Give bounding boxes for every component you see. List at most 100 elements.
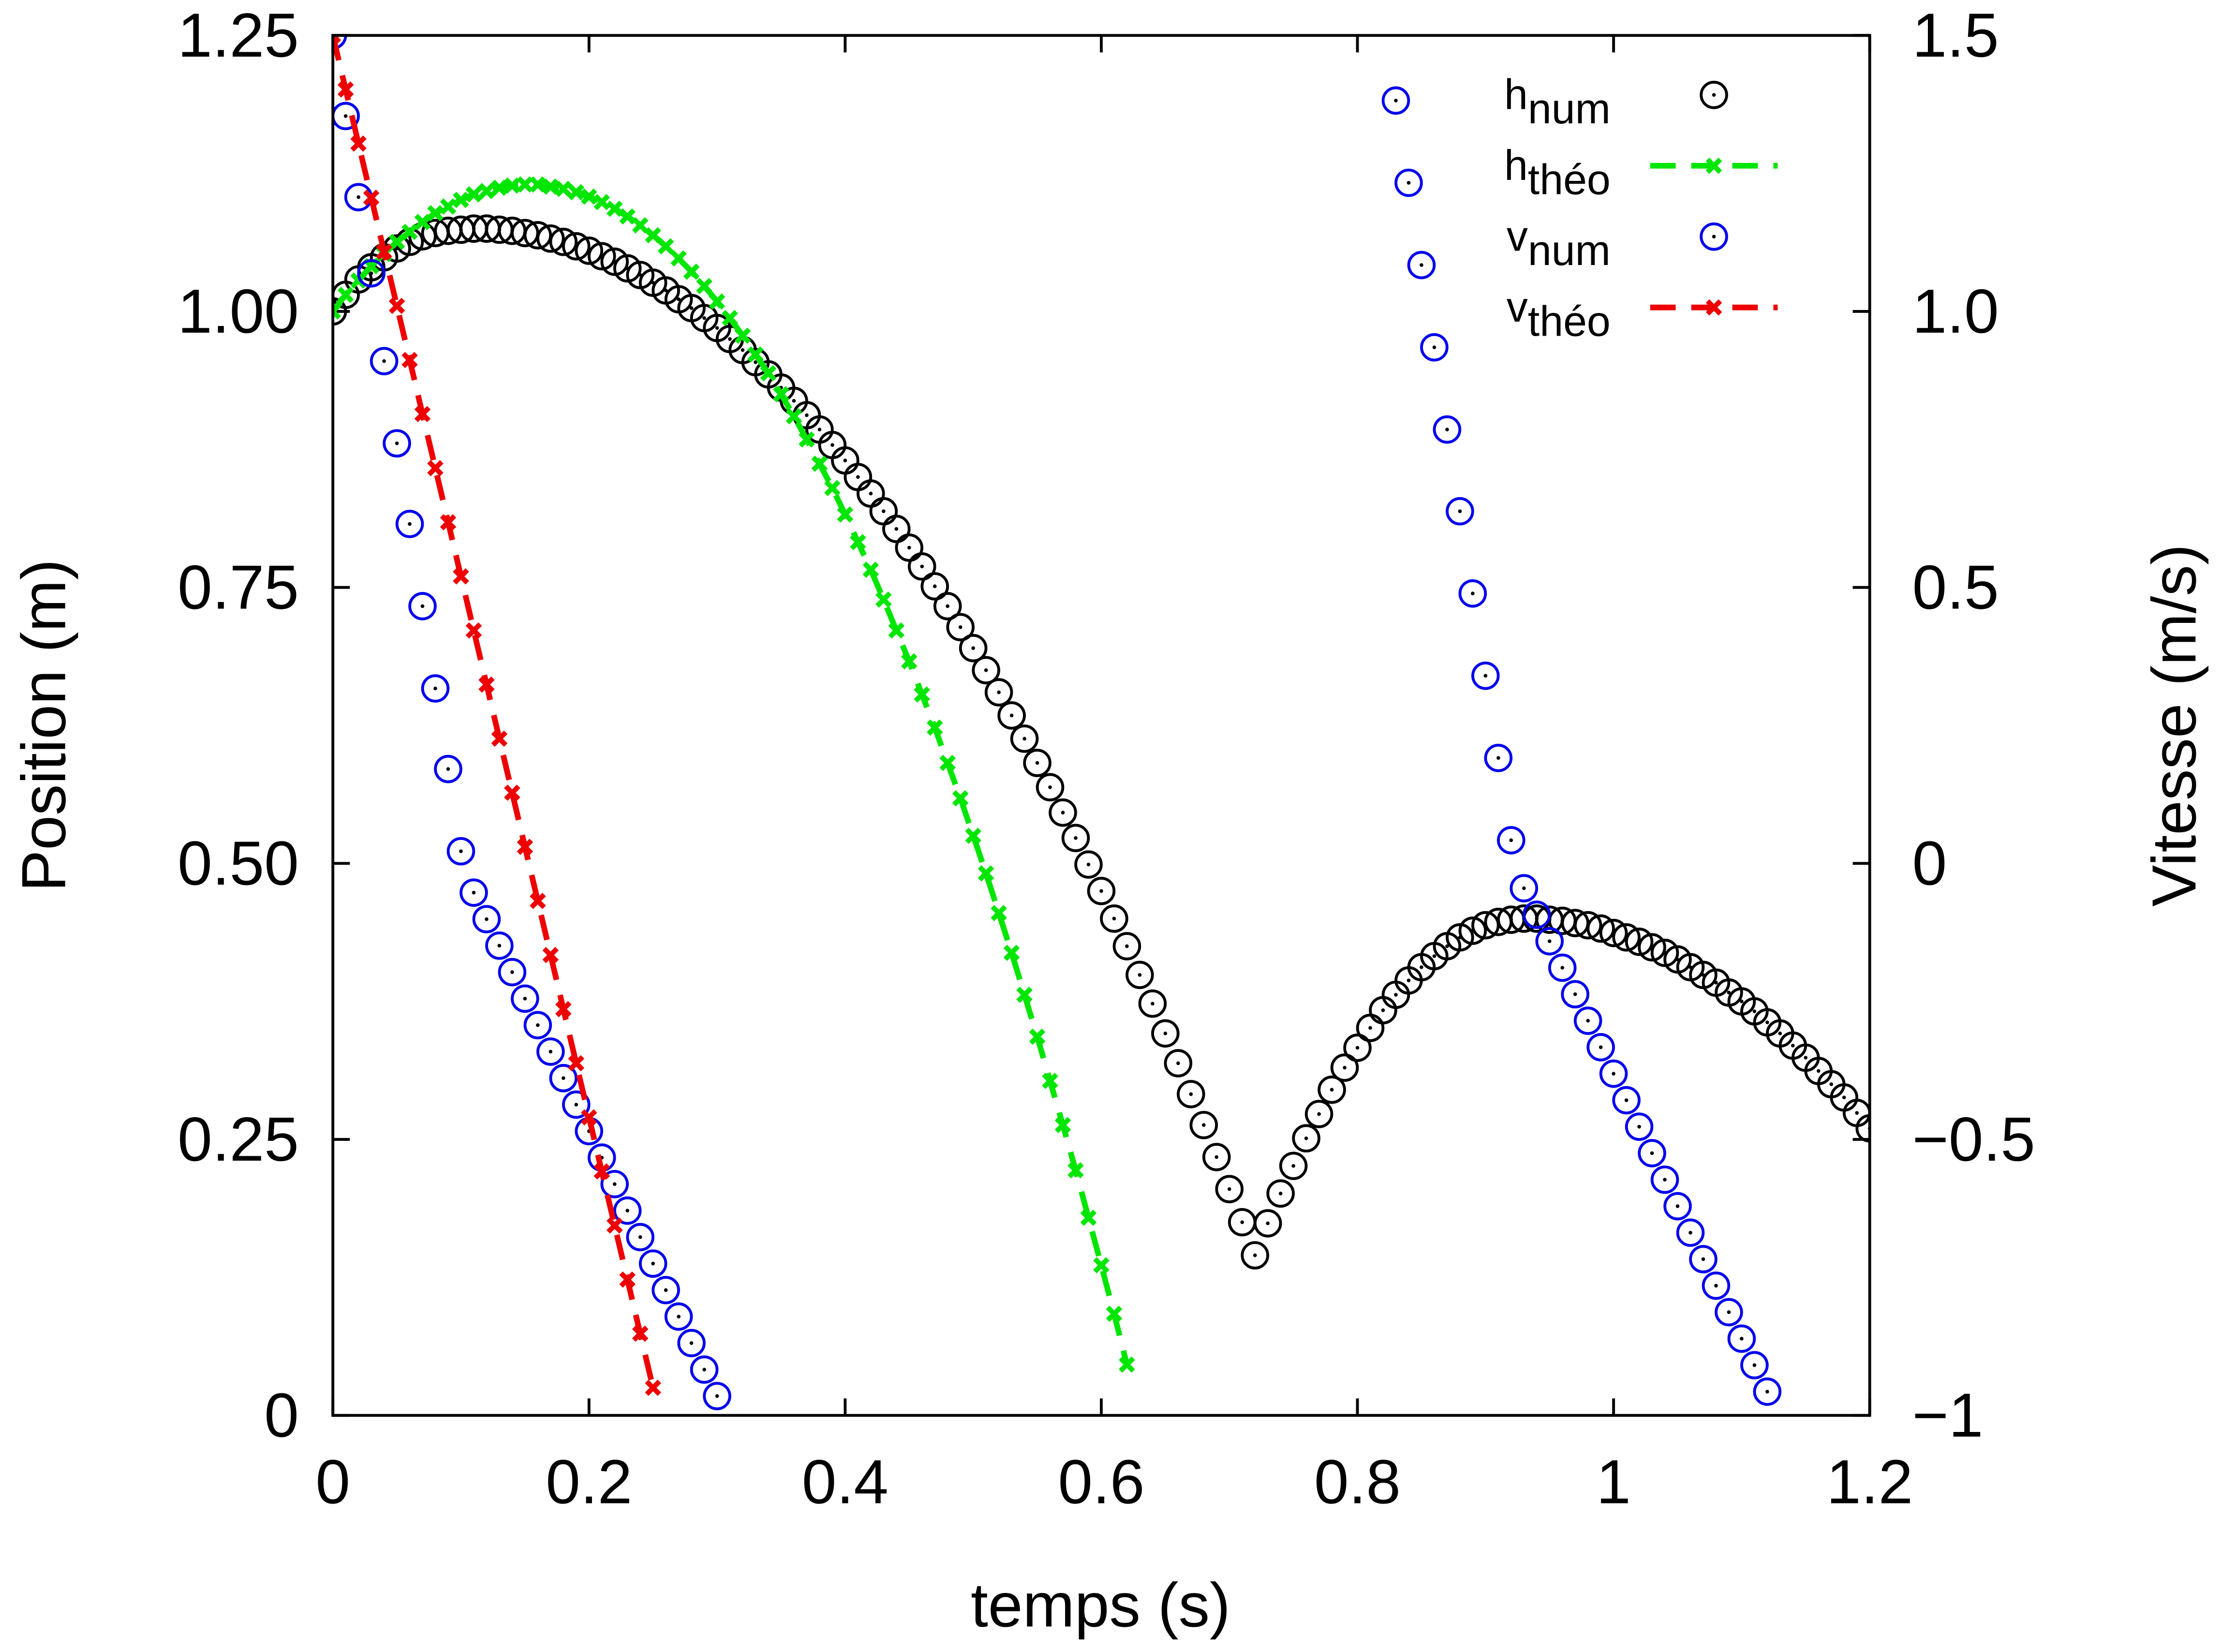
marker-dot: [1535, 913, 1539, 917]
legend-name: v: [1507, 212, 1528, 260]
marker-dot: [997, 690, 1001, 694]
marker-dot: [830, 443, 834, 447]
marker-dot: [1176, 1061, 1180, 1065]
cross-marker: [401, 352, 418, 369]
cross-marker: [337, 286, 354, 303]
marker-dot: [1253, 1253, 1257, 1257]
y-tick-label: 0: [264, 1381, 299, 1450]
marker-dot: [882, 509, 886, 513]
marker-dot: [1560, 966, 1565, 970]
circle-marker: [1074, 850, 1103, 879]
y2-tick-label: 0.5: [1912, 553, 1999, 622]
marker-dot: [843, 458, 847, 462]
marker-dot: [1599, 1045, 1603, 1049]
circle-marker: [1700, 222, 1728, 251]
marker-dot: [1624, 1098, 1629, 1102]
x-tick-label: 0.4: [802, 1447, 888, 1517]
marker-dot: [1650, 1151, 1654, 1155]
marker-dot: [1330, 1088, 1334, 1092]
cross-marker: [632, 217, 649, 234]
marker-dot: [1407, 978, 1411, 983]
cross-marker: [696, 278, 712, 295]
marker-dot: [1740, 1337, 1744, 1341]
circle-marker: [959, 634, 988, 663]
circle-marker: [498, 958, 527, 987]
circle-marker: [1586, 914, 1615, 943]
marker-dot: [510, 970, 514, 974]
circle-marker: [1650, 1165, 1679, 1194]
cross-marker: [1705, 157, 1722, 174]
marker-dot: [971, 646, 975, 650]
circle-marker: [1036, 773, 1065, 802]
cross-marker: [1054, 1117, 1071, 1134]
marker-dot: [1842, 1095, 1846, 1100]
cross-marker: [824, 480, 841, 496]
circle-marker: [1702, 1271, 1731, 1300]
circle-marker: [1625, 1112, 1654, 1141]
marker-dot: [792, 399, 796, 403]
marker-dot: [677, 1314, 681, 1319]
cross-marker: [785, 408, 802, 425]
y2-tick-label: −1: [1912, 1381, 1984, 1450]
y2-tick-label: 0: [1912, 828, 1947, 898]
marker-dot: [1420, 965, 1423, 969]
cross-marker: [734, 327, 751, 344]
marker-dot: [1048, 785, 1052, 789]
x-tick-label: 0.6: [1058, 1447, 1144, 1517]
cross-marker: [1119, 1356, 1135, 1373]
circle-marker: [1138, 989, 1167, 1018]
cross-marker: [555, 180, 572, 197]
marker-dot: [1355, 1046, 1360, 1050]
marker-dot: [1266, 1221, 1270, 1225]
circle-marker: [562, 1090, 591, 1119]
marker-dot: [984, 668, 988, 672]
marker-dot: [728, 337, 732, 341]
cross-marker: [388, 234, 405, 250]
circle-marker: [511, 984, 539, 1013]
circle-marker: [1497, 826, 1525, 855]
marker-dot: [1278, 1192, 1283, 1195]
cross-marker: [901, 653, 918, 670]
circle-marker: [1330, 1053, 1359, 1082]
circle-marker: [1727, 1324, 1756, 1353]
marker-dot: [1752, 1363, 1757, 1367]
cross-marker: [952, 790, 969, 807]
circle-marker: [626, 1223, 654, 1252]
cross-marker: [606, 200, 623, 217]
circle-marker: [1061, 824, 1090, 853]
legend-label: hthéo: [1504, 141, 1611, 203]
marker-dot: [612, 1182, 617, 1186]
marker-dot: [548, 1049, 553, 1054]
marker-dot: [1189, 1092, 1193, 1096]
circle-marker: [1446, 497, 1474, 526]
marker-dot: [946, 604, 950, 608]
circle-marker: [587, 242, 616, 271]
legend-symbol: [1650, 157, 1778, 174]
legend-label: vthéo: [1507, 283, 1611, 345]
marker-dot: [1138, 973, 1142, 977]
marker-dot: [1214, 1155, 1219, 1159]
cross-marker: [619, 1271, 636, 1288]
circle-marker: [1125, 960, 1154, 989]
marker-dot: [459, 849, 463, 854]
marker-dot: [1714, 1283, 1718, 1288]
circle-marker: [1715, 1298, 1743, 1327]
cross-marker: [875, 591, 892, 608]
marker-dot: [907, 546, 911, 550]
circle-marker: [1612, 923, 1641, 952]
legend-label: vnum: [1507, 212, 1611, 274]
marker-dot: [1074, 836, 1078, 840]
marker-dot: [1317, 1112, 1321, 1116]
circle-marker: [1049, 798, 1077, 827]
marker-dot: [1394, 99, 1398, 103]
circle-marker: [1625, 928, 1654, 956]
marker-dot: [1483, 674, 1488, 678]
cross-marker: [580, 1109, 597, 1126]
y-tick-label: 1.25: [178, 0, 299, 70]
circle-marker: [562, 232, 591, 261]
legend-name: v: [1507, 283, 1528, 331]
cross-marker: [453, 192, 469, 208]
circle-marker: [1420, 333, 1449, 362]
marker-dot: [1509, 838, 1513, 842]
legend-name: h: [1504, 141, 1528, 189]
